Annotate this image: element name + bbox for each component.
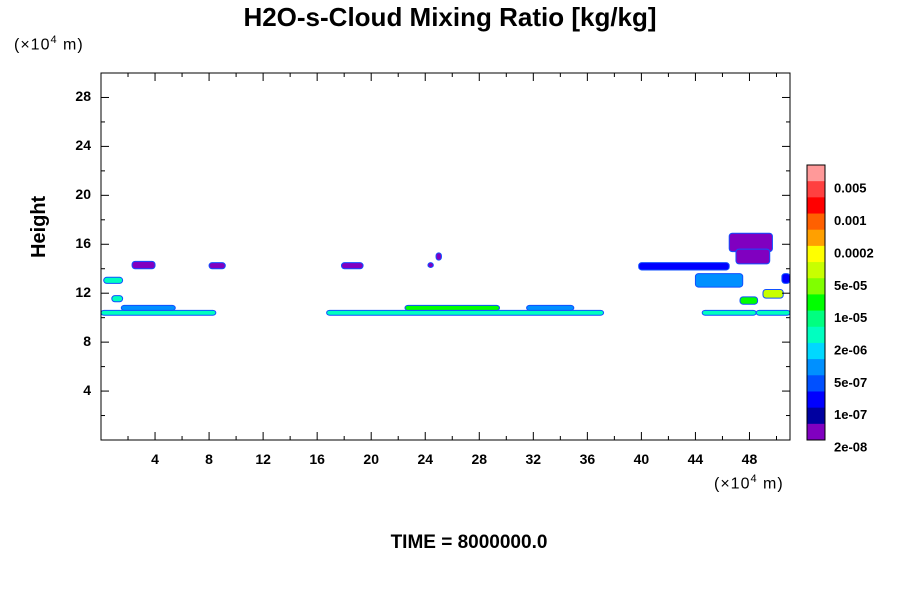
colorbar-swatch bbox=[807, 342, 825, 360]
y-tick-label: 12 bbox=[75, 284, 91, 300]
cloud-region bbox=[762, 289, 784, 299]
colorbar-swatch bbox=[807, 229, 825, 247]
x-tick-label: 24 bbox=[417, 451, 433, 467]
y-tick-label: 28 bbox=[75, 88, 91, 104]
y-tick-label: 16 bbox=[75, 235, 91, 251]
colorbar-label: 2e-06 bbox=[834, 342, 867, 357]
y-axis-ticks: 4 8 12 16 20 24 28 bbox=[75, 88, 790, 417]
cloud-region bbox=[694, 273, 744, 288]
colorbar-swatch bbox=[807, 278, 825, 295]
cloud-region bbox=[100, 309, 217, 316]
x-tick-label: 36 bbox=[580, 451, 596, 467]
cloud-region bbox=[404, 304, 501, 311]
colorbar-label: 0.0002 bbox=[834, 245, 874, 260]
colorbar-frame bbox=[806, 164, 826, 441]
cloud-region bbox=[131, 260, 156, 270]
cloud-region bbox=[103, 276, 124, 284]
y-unit-label: (×104 m) bbox=[14, 34, 84, 54]
cloud-region bbox=[526, 304, 575, 311]
cloud-region bbox=[435, 252, 442, 261]
colorbar-label: 2e-08 bbox=[834, 440, 867, 455]
plot-frame bbox=[100, 72, 791, 441]
colorbar-swatch bbox=[807, 359, 825, 376]
cloud-region bbox=[755, 309, 791, 316]
cloud-region bbox=[120, 304, 176, 311]
x-unit-label: (×104 m) bbox=[714, 473, 784, 493]
cloud-region bbox=[781, 273, 791, 284]
x-tick-label: 4 bbox=[151, 451, 159, 467]
colorbar bbox=[806, 164, 826, 441]
cloud-region bbox=[701, 309, 757, 316]
x-tick-label: 20 bbox=[363, 451, 379, 467]
cloud-region bbox=[340, 262, 364, 270]
colorbar-swatch bbox=[807, 262, 825, 279]
colorbar-label: 0.005 bbox=[834, 181, 867, 196]
time-label: TIME = 8000000.0 bbox=[390, 532, 548, 553]
colorbar-swatch bbox=[807, 326, 825, 344]
x-tick-label: 40 bbox=[634, 451, 650, 467]
cloud-region bbox=[111, 295, 124, 303]
cloud-region bbox=[326, 309, 605, 316]
colorbar-swatch bbox=[807, 165, 825, 182]
cloud-region bbox=[739, 296, 759, 305]
colorbar-swatch bbox=[807, 391, 825, 409]
colorbar-swatch bbox=[807, 245, 825, 263]
x-axis-ticks: 4 8 12 16 20 24 28 32 36 40 44 48 bbox=[127, 73, 777, 467]
cloud-regions bbox=[100, 232, 791, 316]
cloud-region bbox=[735, 248, 771, 265]
colorbar-swatch bbox=[807, 407, 825, 425]
y-tick-label: 24 bbox=[75, 137, 91, 153]
y-axis-label: Height bbox=[28, 195, 50, 258]
colorbar-swatch bbox=[807, 423, 825, 441]
y-tick-label: 4 bbox=[83, 382, 91, 398]
x-tick-label: 16 bbox=[309, 451, 325, 467]
x-tick-label: 28 bbox=[471, 451, 487, 467]
colorbar-swatch bbox=[807, 375, 825, 392]
colorbar-swatch bbox=[807, 213, 825, 231]
colorbar-label: 1e-07 bbox=[834, 407, 867, 422]
y-tick-label: 8 bbox=[83, 333, 91, 349]
chart-title: H2O-s-Cloud Mixing Ratio [kg/kg] bbox=[243, 2, 657, 32]
cloud-region bbox=[208, 262, 226, 270]
x-tick-label: 8 bbox=[205, 451, 213, 467]
colorbar-swatch bbox=[807, 197, 825, 215]
colorbar-swatch bbox=[807, 294, 825, 312]
x-tick-label: 12 bbox=[255, 451, 271, 467]
colorbar-label: 0.001 bbox=[834, 213, 867, 228]
colorbar-label: 1e-05 bbox=[834, 310, 867, 325]
x-tick-label: 48 bbox=[742, 451, 758, 467]
x-tick-label: 44 bbox=[688, 451, 704, 467]
cloud-region bbox=[638, 262, 730, 271]
x-tick-label: 32 bbox=[526, 451, 542, 467]
colorbar-label: 5e-07 bbox=[834, 375, 867, 390]
colorbar-swatch bbox=[807, 310, 825, 328]
colorbar-labels: 0.005 0.001 0.0002 5e-05 1e-05 2e-06 5e-07 1e-0… bbox=[834, 181, 874, 455]
y-tick-label: 20 bbox=[75, 186, 91, 202]
colorbar-label: 5e-05 bbox=[834, 278, 867, 293]
colorbar-swatch bbox=[807, 181, 825, 198]
cloud-region bbox=[427, 262, 434, 269]
